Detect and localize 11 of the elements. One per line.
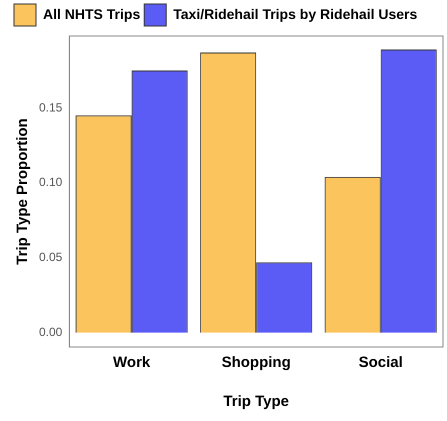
y-axis-title: Trip Type Proportion	[14, 118, 32, 265]
x-tick-label: Social	[358, 354, 403, 372]
y-tick-label: 0.10	[38, 175, 63, 190]
legend-label: Taxi/Ridehail Trips by Ridehail Users	[173, 6, 418, 22]
x-tick-label: Shopping	[222, 354, 291, 372]
x-tick-label: Work	[113, 354, 151, 372]
y-tick-label: 0.00	[38, 325, 63, 340]
y-tick-label: 0.15	[38, 100, 63, 114]
legend-label: All NHTS Trips	[43, 6, 140, 22]
y-tick-label: 0.05	[38, 250, 63, 264]
x-axis-title: Trip Type	[223, 393, 289, 410]
